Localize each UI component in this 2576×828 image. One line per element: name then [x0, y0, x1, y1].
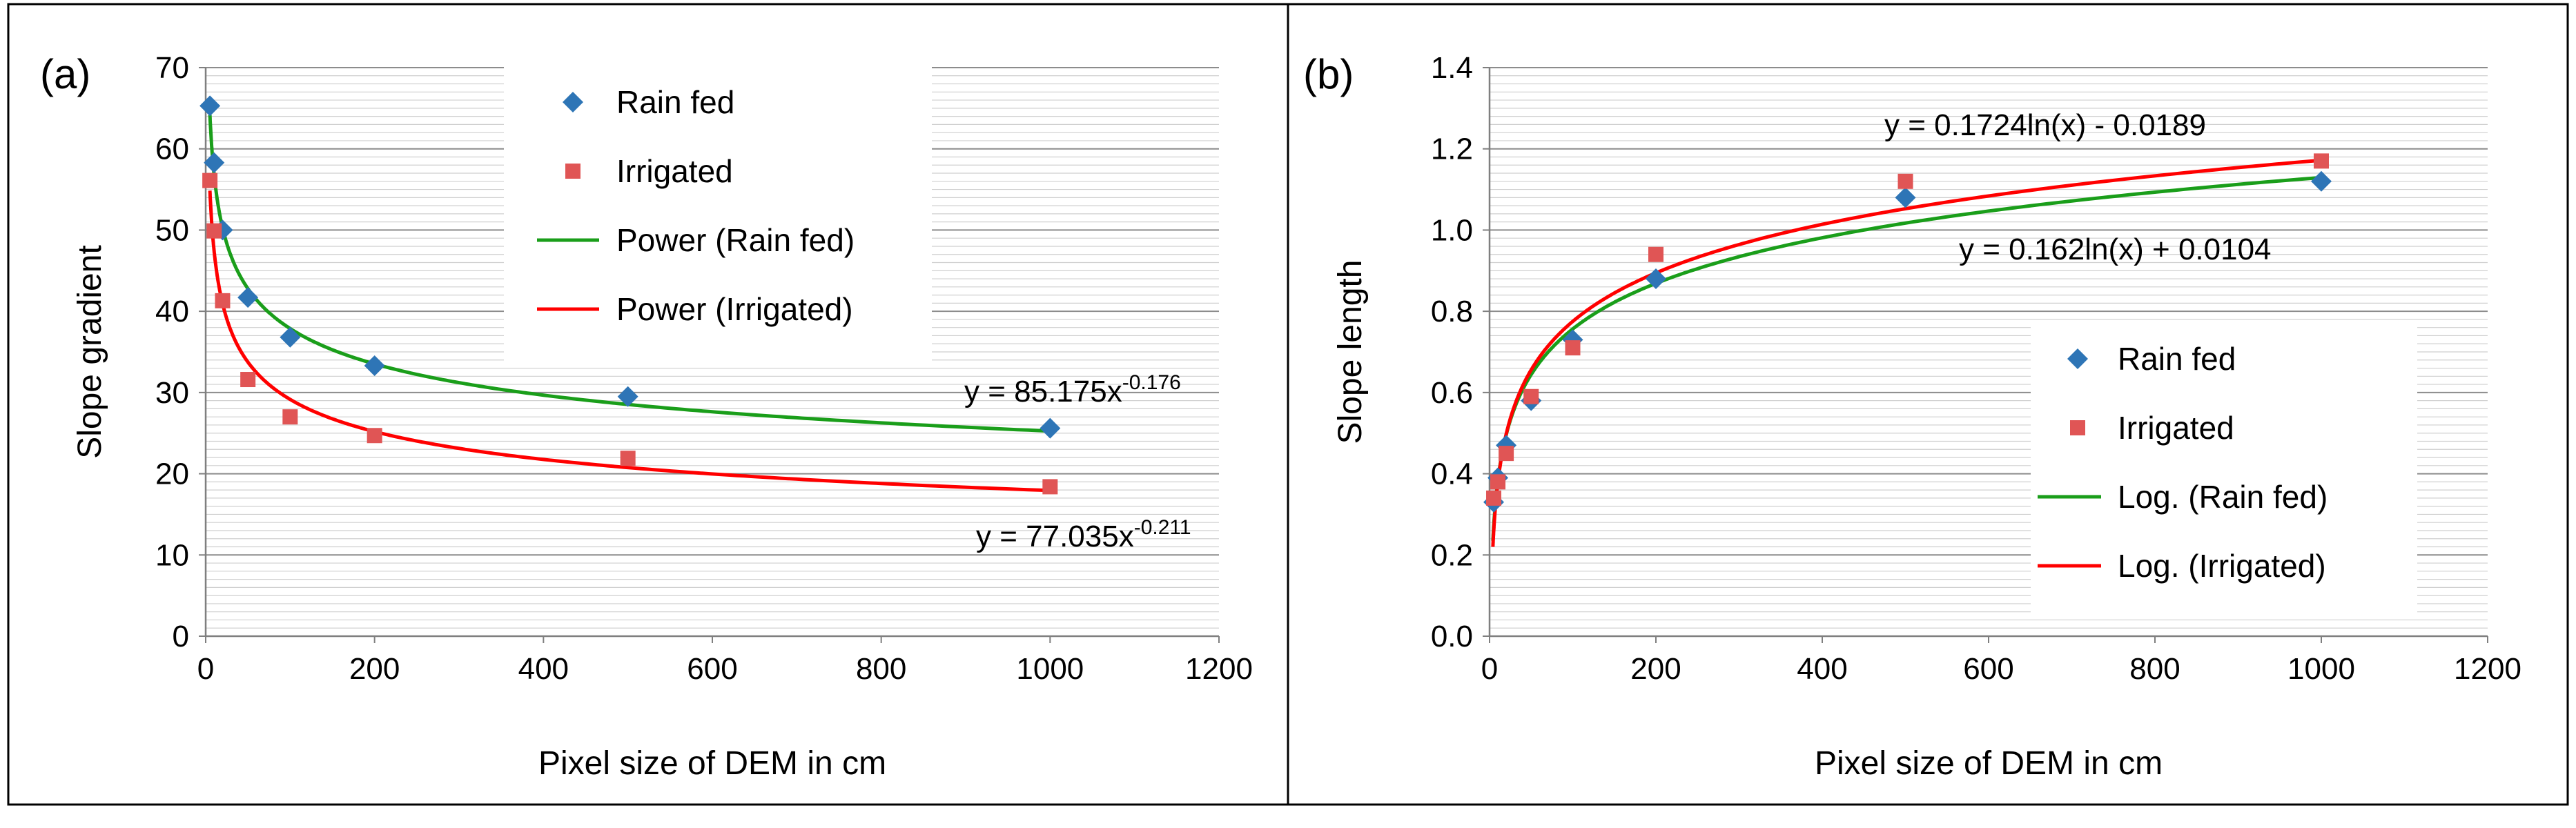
y-tick-label: 20: [155, 457, 189, 491]
y-axis-title: Slope gradient: [72, 245, 108, 459]
data-point-irrigated: [282, 409, 298, 425]
x-tick-label: 0: [197, 652, 214, 686]
y-tick-label: 40: [155, 295, 189, 328]
legend-background: [504, 66, 932, 363]
equation-base: y = 85.175x: [964, 375, 1122, 408]
legend-label: Power (Irrigated): [616, 291, 853, 327]
x-tick-label: 400: [518, 652, 569, 686]
equation-base: y = 0.1724ln(x) - 0.0189: [1884, 108, 2206, 142]
y-tick-label: 30: [155, 376, 189, 410]
trendline-equation: y = 0.162ln(x) + 0.0104: [1959, 233, 2272, 266]
data-point-irrigated: [620, 451, 636, 466]
equation-base: y = 0.162ln(x) + 0.0104: [1959, 233, 2272, 266]
equation-base: y = 77.035x: [976, 520, 1134, 553]
trendline-irrigated: [208, 190, 1051, 493]
x-axis-title: Pixel size of DEM in cm: [538, 745, 886, 782]
data-point-irrigated: [1897, 173, 1913, 189]
y-tick-label: 50: [155, 213, 189, 247]
y-tick-label: 70: [155, 51, 189, 85]
y-tick-label: 0.0: [1431, 620, 1473, 653]
y-tick-label: 1.2: [1431, 132, 1473, 166]
y-tick-label: 10: [155, 538, 189, 572]
data-point-rain-fed: [204, 152, 225, 173]
trendline-rain-fed: [208, 115, 1051, 433]
x-tick-label: 1200: [2454, 652, 2521, 686]
y-axis-title: Slope length: [1332, 260, 1369, 444]
x-tick-label: 600: [1963, 652, 2013, 686]
x-tick-label: 1000: [2287, 652, 2355, 686]
data-point-irrigated: [367, 428, 382, 444]
y-tick-label: 0: [173, 620, 189, 653]
x-tick-label: 800: [856, 652, 906, 686]
data-point-irrigated: [202, 172, 218, 188]
y-tick-label: 1.4: [1431, 51, 1473, 85]
legend-label: Log. (Rain fed): [2118, 479, 2328, 515]
legend-label: Rain fed: [2118, 341, 2236, 377]
data-point-irrigated: [1042, 479, 1058, 495]
x-tick-label: 400: [1797, 652, 1847, 686]
equation-exponent: -0.211: [1134, 516, 1191, 539]
data-point-irrigated: [1486, 490, 1502, 506]
trendline-equation: y = 85.175x-0.176: [964, 371, 1181, 408]
data-point-irrigated: [240, 372, 256, 388]
legend-marker: [565, 164, 580, 179]
data-point-rain-fed: [280, 326, 301, 348]
data-point-irrigated: [1490, 474, 1506, 490]
x-axis-title: Pixel size of DEM in cm: [1815, 745, 2163, 782]
panel-label: (b): [1303, 51, 1354, 97]
chart-panel-b: 0.0 0.2 0.4 0.6 0.8 1.0 1.2 1.4 0 200 400 600 800 100…: [1303, 51, 2521, 782]
y-tick-label: 1.0: [1431, 213, 1473, 247]
legend-label: Irrigated: [616, 153, 733, 189]
data-point-irrigated: [206, 223, 222, 239]
x-tick-label: 1200: [1185, 652, 1253, 686]
y-tick-label: 0.6: [1431, 376, 1473, 410]
data-point-irrigated: [1499, 446, 1514, 462]
x-tick-label: 600: [687, 652, 737, 686]
x-tick-label: 200: [1630, 652, 1681, 686]
data-point-rain-fed: [1646, 268, 1666, 290]
x-tick-label: 800: [2129, 652, 2180, 686]
equation-exponent: -0.176: [1122, 371, 1181, 394]
data-point-rain-fed: [1040, 417, 1061, 439]
data-point-rain-fed: [199, 95, 221, 117]
data-point-irrigated: [2314, 153, 2329, 169]
data-point-rain-fed: [364, 355, 385, 377]
trendline-equation: y = 0.1724ln(x) - 0.0189: [1884, 108, 2206, 142]
chart-panel-a: 0 10 20 30 40 50 60 70 0 200 400 600 800 1000 1200 Pixe…: [40, 51, 1253, 782]
legend-marker: [2067, 348, 2088, 369]
legend-marker: [563, 92, 583, 112]
y-tick-label: 60: [155, 132, 189, 166]
legend-marker: [2070, 420, 2085, 435]
y-tick-label: 0.8: [1431, 295, 1473, 328]
x-tick-label: 1000: [1016, 652, 1084, 686]
data-point-irrigated: [215, 293, 231, 308]
y-tick-label: 0.2: [1431, 538, 1473, 572]
data-point-irrigated: [1648, 246, 1663, 262]
data-point-rain-fed: [1895, 187, 1916, 208]
legend-label: Power (Rain fed): [616, 222, 855, 258]
x-tick-label: 0: [1481, 652, 1498, 686]
data-point-rain-fed: [2311, 170, 2332, 192]
data-point-irrigated: [1565, 340, 1581, 356]
panel-label: (a): [40, 51, 90, 97]
data-point-rain-fed: [617, 386, 638, 407]
data-point-irrigated: [1523, 388, 1539, 404]
x-tick-label: 200: [349, 652, 400, 686]
trendline-equation: y = 77.035x-0.211: [976, 516, 1191, 553]
legend-label: Rain fed: [616, 84, 734, 120]
data-point-rain-fed: [237, 287, 259, 308]
legend-label: Irrigated: [2118, 410, 2234, 446]
y-tick-label: 0.4: [1431, 457, 1473, 491]
legend-label: Log. (Irrigated): [2118, 548, 2326, 584]
